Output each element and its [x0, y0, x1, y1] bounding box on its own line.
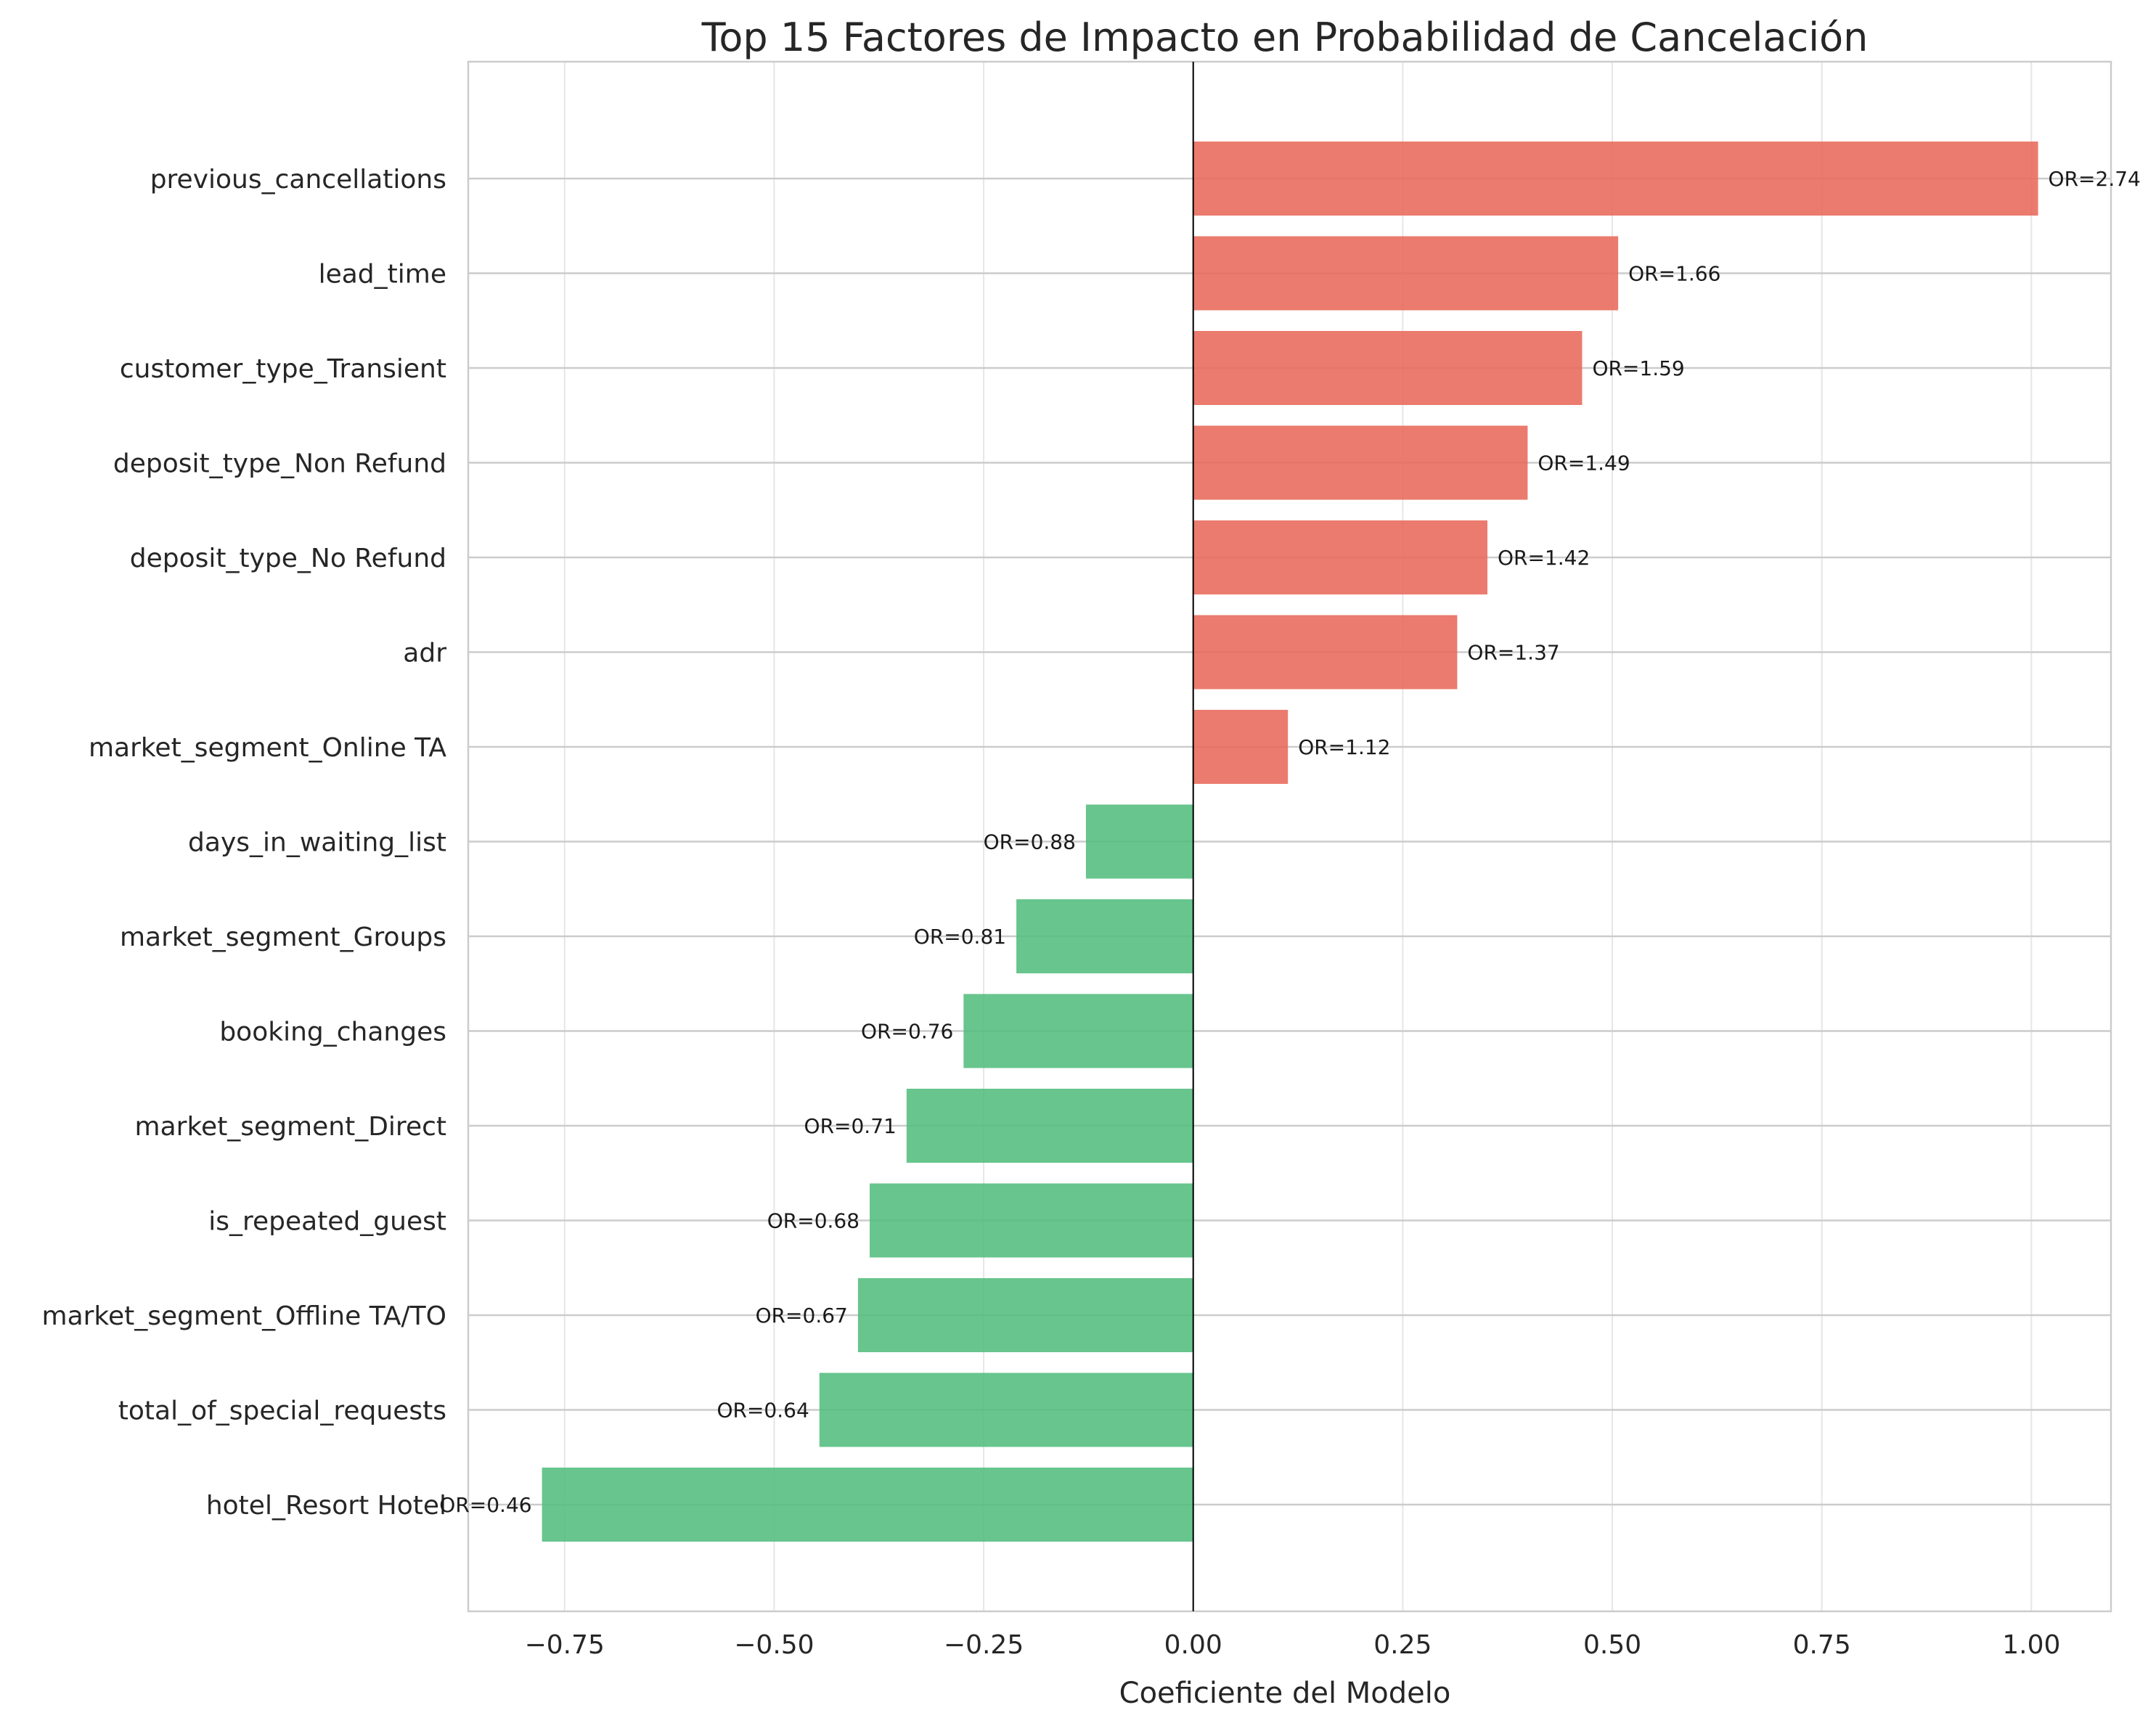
data-label: OR=0.76	[861, 1020, 953, 1044]
x-tick-label: 0.25	[1373, 1630, 1432, 1660]
y-tick-label: days_in_waiting_list	[188, 828, 446, 858]
bar	[963, 994, 1193, 1068]
y-tick-label: is_repeated_guest	[208, 1207, 446, 1237]
y-tick-label: market_segment_Offline TA/TO	[42, 1301, 447, 1331]
data-label: OR=0.88	[984, 830, 1076, 854]
data-label: OR=0.81	[914, 925, 1006, 949]
x-tick-label: 0.00	[1164, 1630, 1222, 1660]
bar	[1193, 236, 1619, 311]
y-tick-label: market_segment_Direct	[135, 1112, 446, 1142]
x-tick-label: 1.00	[2002, 1630, 2060, 1660]
data-label: OR=0.64	[716, 1399, 809, 1423]
label-layer: −0.75 −0.50 −0.25 0.00 0.25 0.50 0.75 1.00 previ…	[42, 165, 2141, 1660]
y-tick-label: deposit_type_No Refund	[130, 544, 446, 573]
bar	[542, 1468, 1193, 1542]
x-tick-label: −0.50	[734, 1630, 814, 1660]
data-label: OR=0.67	[756, 1304, 848, 1328]
bar	[906, 1089, 1193, 1163]
data-label: OR=1.42	[1498, 546, 1590, 570]
bar	[1193, 710, 1289, 784]
bar	[857, 1278, 1193, 1352]
data-label: OR=1.49	[1538, 451, 1630, 475]
x-tick-label: −0.25	[944, 1630, 1024, 1660]
bar	[1193, 615, 1458, 690]
bar	[1016, 899, 1193, 973]
y-tick-label: lead_time	[319, 260, 446, 290]
chart-title: Top 15 Factores de Impacto en Probabilid…	[701, 15, 1869, 60]
data-label: OR=1.37	[1467, 641, 1559, 665]
bar	[870, 1183, 1193, 1258]
y-tick-label: customer_type_Transient	[120, 354, 446, 384]
y-tick-label: market_segment_Groups	[120, 923, 446, 952]
data-label: OR=1.66	[1628, 262, 1720, 286]
y-tick-label: total_of_special_requests	[118, 1396, 446, 1426]
plot-frame	[467, 60, 2112, 1613]
bar	[1193, 425, 1528, 500]
y-tick-label: deposit_type_Non Refund	[113, 449, 446, 479]
bar	[1193, 331, 1583, 405]
y-tick-label: booking_changes	[219, 1018, 446, 1047]
data-label: OR=1.59	[1592, 356, 1684, 380]
x-tick-label: −0.75	[525, 1630, 605, 1660]
data-label: OR=0.71	[804, 1114, 897, 1138]
y-tick-label: hotel_Resort Hotel	[206, 1491, 446, 1521]
data-label: OR=0.68	[767, 1209, 859, 1233]
y-tick-label: market_segment_Online TA	[89, 733, 446, 763]
bar-layer	[542, 62, 2038, 1611]
data-label: OR=1.12	[1298, 735, 1390, 759]
data-label: OR=2.74	[2049, 167, 2141, 191]
bar	[819, 1373, 1193, 1447]
x-tick-label: 0.50	[1583, 1630, 1641, 1660]
bar	[1193, 520, 1487, 594]
x-axis-title: Coeficiente del Modelo	[1119, 1677, 1451, 1710]
x-tick-label: 0.75	[1793, 1630, 1851, 1660]
y-tick-label: previous_cancellations	[150, 165, 446, 195]
bar	[1085, 804, 1193, 879]
bar	[1193, 142, 2038, 216]
y-tick-label: adr	[403, 639, 446, 668]
data-label: OR=0.46	[439, 1493, 531, 1517]
